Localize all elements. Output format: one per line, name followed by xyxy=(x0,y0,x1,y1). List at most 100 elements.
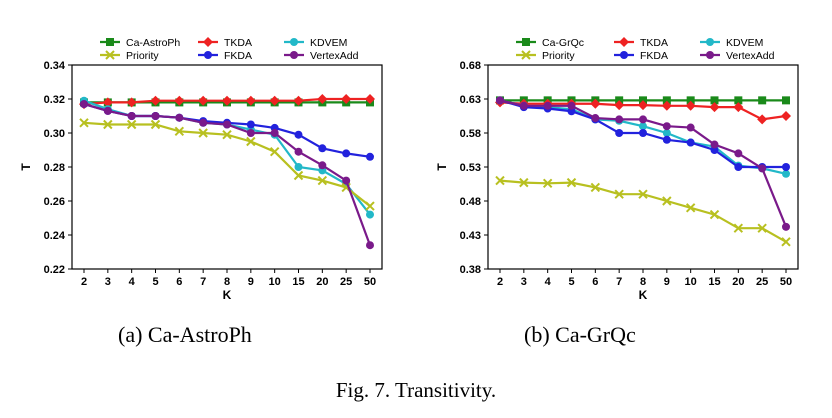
data-point xyxy=(758,164,767,173)
data-point xyxy=(151,112,160,120)
data-point xyxy=(566,177,577,188)
data-point xyxy=(294,130,303,139)
data-point xyxy=(496,96,504,105)
data-point xyxy=(662,122,671,131)
x-tick-label: 5 xyxy=(568,276,574,288)
legend-entry: FKDA xyxy=(614,50,668,62)
y-tick-label: 0.38 xyxy=(460,264,481,276)
data-point xyxy=(198,128,208,138)
data-point xyxy=(175,113,184,122)
data-point xyxy=(103,119,113,130)
data-point xyxy=(126,97,137,108)
data-point xyxy=(685,100,696,111)
legend-marker xyxy=(290,51,298,59)
data-point xyxy=(757,114,768,125)
x-tick-label: 7 xyxy=(200,276,206,288)
data-point xyxy=(615,129,624,137)
legend-label: TKDA xyxy=(224,37,252,49)
data-point xyxy=(341,94,352,104)
legend-marker xyxy=(706,51,714,59)
x-axis-label: K xyxy=(223,288,232,302)
data-point xyxy=(80,100,88,109)
data-point xyxy=(709,102,720,113)
chart-ca-astroph: 0.22 0.24 0.26 0.28 0.30 0.32 0.34 2 3 4 5 6 7 8 9 10 15… xyxy=(19,37,383,302)
x-tick-label: 25 xyxy=(756,276,768,288)
legend-label: VertexAdd xyxy=(310,50,359,62)
data-point xyxy=(318,161,327,170)
legend-marker xyxy=(106,38,114,46)
data-point xyxy=(686,96,695,105)
legend-label: Priority xyxy=(126,50,159,62)
data-point xyxy=(710,96,719,105)
data-point xyxy=(174,95,185,106)
x-tick-label: 5 xyxy=(152,276,158,288)
series-fkda xyxy=(80,100,374,161)
legend-entry: Ca-AstroPh xyxy=(100,37,180,49)
y-axis-label: T xyxy=(435,163,449,171)
y-tick-label: 0.58 xyxy=(460,128,481,140)
legend-entry: FKDA xyxy=(198,50,252,62)
data-point xyxy=(734,96,743,105)
x-tick-label: 3 xyxy=(105,276,111,288)
legend-marker xyxy=(619,37,629,47)
data-point xyxy=(342,149,351,158)
y-tick-label: 0.43 xyxy=(460,230,481,242)
data-point xyxy=(734,163,743,171)
x-tick-label: 10 xyxy=(269,276,281,288)
legend-marker xyxy=(620,51,628,59)
data-point xyxy=(686,123,695,132)
x-axis-label: K xyxy=(639,288,648,302)
subcaption-b: (b) Ca-GrQc xyxy=(524,322,636,347)
data-point xyxy=(270,129,279,137)
data-point xyxy=(710,140,719,149)
data-point xyxy=(294,147,303,156)
data-point xyxy=(639,129,647,137)
data-point xyxy=(318,144,327,153)
data-point xyxy=(294,163,303,171)
data-point xyxy=(103,106,112,115)
y-tick-label: 0.68 xyxy=(460,60,481,72)
data-point xyxy=(782,169,790,178)
legend-label: Ca-GrQc xyxy=(542,37,584,49)
data-point xyxy=(733,223,744,233)
data-point xyxy=(246,136,256,147)
x-tick-label: 50 xyxy=(364,276,376,288)
legend-entry: KDVEM xyxy=(700,37,763,49)
legend-label: Priority xyxy=(542,50,575,62)
data-point xyxy=(127,112,136,120)
data-point xyxy=(174,126,185,137)
x-tick-label: 20 xyxy=(316,276,328,288)
x-tick-label: 2 xyxy=(81,276,87,288)
legend-marker xyxy=(706,38,714,46)
legend-label: VertexAdd xyxy=(726,50,775,62)
x-tick-label: 7 xyxy=(616,276,622,288)
data-point xyxy=(781,111,791,121)
x-tick-label: 6 xyxy=(176,276,182,288)
legend-marker xyxy=(203,37,213,47)
legend-entry: Priority xyxy=(516,50,575,62)
data-point xyxy=(366,152,374,161)
legend-marker xyxy=(290,38,298,46)
series-vertexadd xyxy=(496,96,790,231)
legend-entry: KDVEM xyxy=(284,37,347,49)
data-point xyxy=(365,201,375,211)
data-point xyxy=(639,115,647,124)
x-tick-label: 10 xyxy=(685,276,697,288)
x-tick-label: 15 xyxy=(708,276,720,288)
data-point xyxy=(638,189,648,199)
legend-label: KDVEM xyxy=(726,37,763,49)
data-point xyxy=(102,97,113,108)
data-point xyxy=(661,100,672,111)
data-point xyxy=(342,176,351,185)
data-point xyxy=(365,94,375,104)
data-point xyxy=(662,129,671,137)
x-tick-label: 20 xyxy=(732,276,744,288)
x-tick-label: 8 xyxy=(224,276,230,288)
data-point xyxy=(126,119,137,130)
legend-entry: TKDA xyxy=(614,37,668,49)
legend-entry: Ca-GrQc xyxy=(516,37,584,49)
series-line xyxy=(83,99,371,216)
data-point xyxy=(686,138,695,147)
y-tick-label: 0.30 xyxy=(44,128,65,140)
data-point xyxy=(246,120,255,129)
